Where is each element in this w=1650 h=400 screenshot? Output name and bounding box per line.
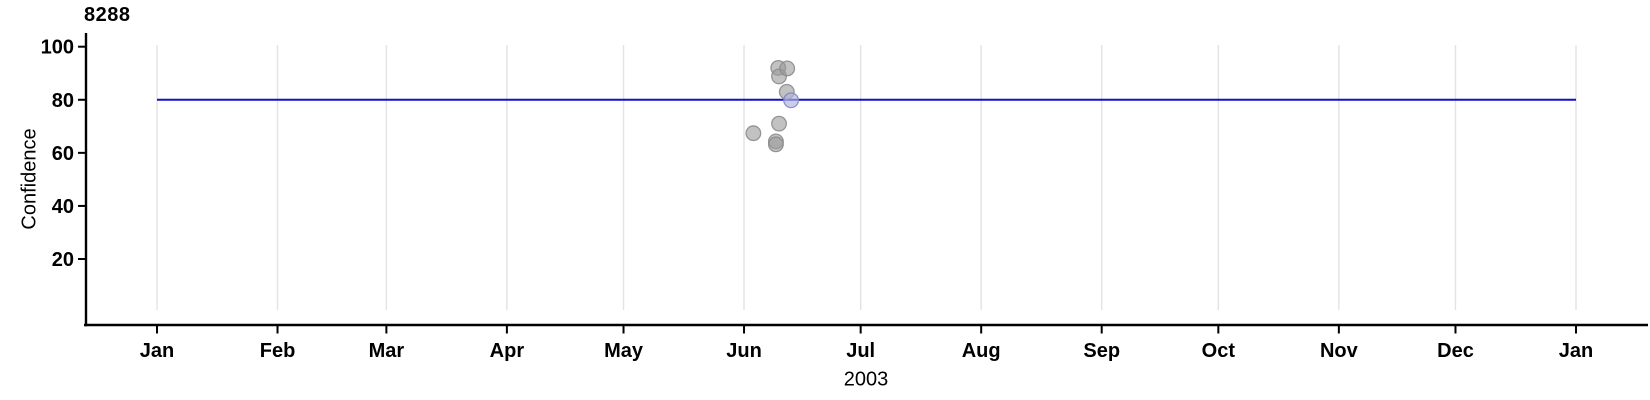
y-tick-label: 20	[52, 249, 74, 271]
y-tick-label: 80	[52, 90, 74, 112]
data-point	[783, 92, 800, 109]
x-axis-title: 2003	[843, 368, 889, 391]
y-tick-label: 60	[52, 143, 74, 165]
y-tick-label: 100	[41, 37, 74, 59]
y-tick-label: 40	[52, 196, 74, 218]
x-tick-label: Jun	[726, 340, 762, 362]
x-tick-label: Jul	[846, 340, 875, 362]
x-tick-label: Nov	[1320, 340, 1359, 362]
chart-title: 8288	[84, 4, 131, 26]
x-tick-label: Feb	[260, 340, 296, 362]
x-tick-label: Sep	[1083, 340, 1120, 362]
x-tick-label: May	[604, 340, 644, 362]
x-tick-label: Mar	[369, 340, 405, 362]
data-point	[767, 136, 784, 153]
x-tick-label: Dec	[1437, 340, 1474, 362]
data-point	[779, 60, 796, 77]
data-point	[771, 115, 787, 132]
x-tick-label: Jan	[1559, 340, 1593, 362]
x-tick-label: Oct	[1202, 340, 1236, 362]
x-tick-label: Aug	[962, 340, 1001, 362]
y-axis-title: Confidence	[18, 128, 41, 230]
data-point	[745, 125, 762, 142]
x-tick-label: Apr	[490, 340, 525, 362]
x-tick-label: Jan	[140, 340, 174, 362]
